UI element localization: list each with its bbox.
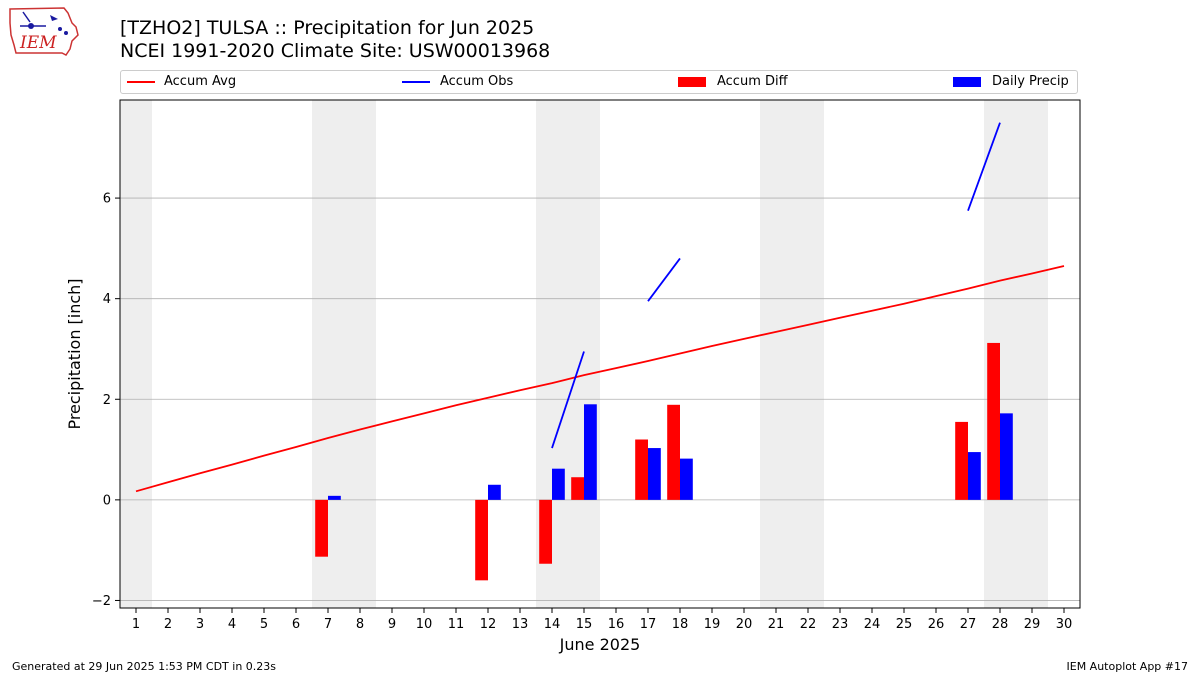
x-tick-label-10: 10	[416, 617, 433, 632]
chart-title: [TZHO2] TULSA :: Precipitation for Jun 2…	[120, 17, 535, 39]
x-tick-label-6: 6	[292, 617, 300, 632]
daily-precip-bar-day-17	[648, 448, 661, 500]
daily-precip-bar-day-12	[488, 484, 501, 500]
plot-frame	[119, 99, 1081, 609]
y-tick-label-0: 0	[103, 493, 111, 508]
legend-label-accum-diff: Accum Diff	[717, 74, 788, 89]
x-axis-label: June 2025	[559, 635, 641, 654]
x-tick-label-15: 15	[576, 617, 593, 632]
x-tick-label-26: 26	[928, 617, 945, 632]
x-tick-label-30: 30	[1056, 617, 1073, 632]
x-tick-label-4: 4	[228, 617, 236, 632]
weekend-band-4	[760, 100, 824, 608]
daily-precip-bar-day-14	[552, 468, 565, 500]
daily-precip-bar-day-7	[328, 495, 341, 500]
legend-swatch-daily-precip	[953, 77, 981, 87]
legend-swatch-accum-diff	[678, 77, 706, 87]
x-tick-label-24: 24	[864, 617, 881, 632]
accum-diff-bar-day-17	[635, 439, 648, 500]
legend-label-accum-avg: Accum Avg	[164, 74, 237, 89]
x-tick-label-29: 29	[1024, 617, 1041, 632]
legend-swatch-accum-obs	[402, 81, 430, 83]
x-tick-label-2: 2	[164, 617, 172, 632]
x-tick-label-19: 19	[704, 617, 721, 632]
x-tick-label-3: 3	[196, 617, 204, 632]
x-tick-label-14: 14	[544, 617, 561, 632]
daily-precip-bar-day-18	[680, 458, 693, 500]
x-tick-label-23: 23	[832, 617, 849, 632]
legend-label-accum-obs: Accum Obs	[440, 74, 514, 89]
accum-diff-bar-day-27	[955, 421, 968, 500]
accum-obs-segment-1	[551, 351, 585, 449]
accum-diff-bar-day-7	[315, 499, 328, 557]
x-tick-label-7: 7	[324, 617, 332, 632]
x-tick-label-13: 13	[512, 617, 529, 632]
accum-diff-bar-day-15	[571, 477, 584, 500]
legend: Accum Avg Accum Obs Accum Diff Daily Pre…	[120, 70, 1078, 94]
accum-diff-bar-day-18	[667, 404, 680, 500]
bars	[315, 342, 1013, 581]
accum-obs-segment-3	[967, 122, 1001, 211]
y-gridlines	[120, 197, 1080, 601]
daily-precip-bar-day-28	[1000, 413, 1013, 500]
y-axis-ticks: −2 0 2 4 6	[92, 192, 120, 609]
daily-precip-bar-day-27	[968, 452, 981, 500]
y-axis-label: Precipitation [inch]	[65, 278, 84, 429]
x-tick-label-1: 1	[132, 617, 140, 632]
daily-precip-bar-day-15	[584, 404, 597, 500]
x-tick-label-18: 18	[672, 617, 689, 632]
accum-diff-bar-day-28	[987, 342, 1000, 500]
footer-app: IEM Autoplot App #17	[1066, 660, 1189, 673]
accum-obs-segment-2	[647, 257, 681, 302]
x-tick-label-27: 27	[960, 617, 977, 632]
iem-logo-text: IEM	[19, 33, 57, 53]
x-tick-label-5: 5	[260, 617, 268, 632]
legend-swatch-accum-avg	[127, 81, 155, 83]
iem-logo: IEM	[6, 5, 82, 59]
chart-subtitle: NCEI 1991-2020 Climate Site: USW00013968	[120, 40, 551, 62]
accum-diff-bar-day-12	[475, 499, 488, 581]
weekend-band-1	[120, 100, 152, 608]
y-tick-label-2: 2	[103, 393, 111, 408]
accum-diff-bar-day-14	[539, 499, 552, 564]
legend-label-daily-precip: Daily Precip	[992, 74, 1069, 89]
x-tick-label-8: 8	[356, 617, 364, 632]
x-tick-label-11: 11	[448, 617, 465, 632]
x-tick-label-28: 28	[992, 617, 1009, 632]
y-tick-label--2: −2	[92, 594, 111, 609]
footer-generated: Generated at 29 Jun 2025 1:53 PM CDT in …	[12, 660, 277, 673]
x-axis-ticks: 1 2 3 4 5 6 7 8 9 10 11 12 13 14 15 16 17 18 19 20 21 22 23 24 2…	[132, 608, 1072, 632]
accum-avg-line	[135, 265, 1065, 493]
x-tick-label-25: 25	[896, 617, 913, 632]
x-tick-label-20: 20	[736, 617, 753, 632]
x-tick-label-16: 16	[608, 617, 625, 632]
x-tick-label-12: 12	[480, 617, 497, 632]
x-tick-label-9: 9	[388, 617, 396, 632]
lines	[135, 122, 1065, 493]
y-tick-label-4: 4	[103, 292, 111, 307]
x-tick-label-22: 22	[800, 617, 817, 632]
x-tick-label-21: 21	[768, 617, 785, 632]
y-tick-label-6: 6	[103, 192, 111, 207]
x-tick-label-17: 17	[640, 617, 657, 632]
